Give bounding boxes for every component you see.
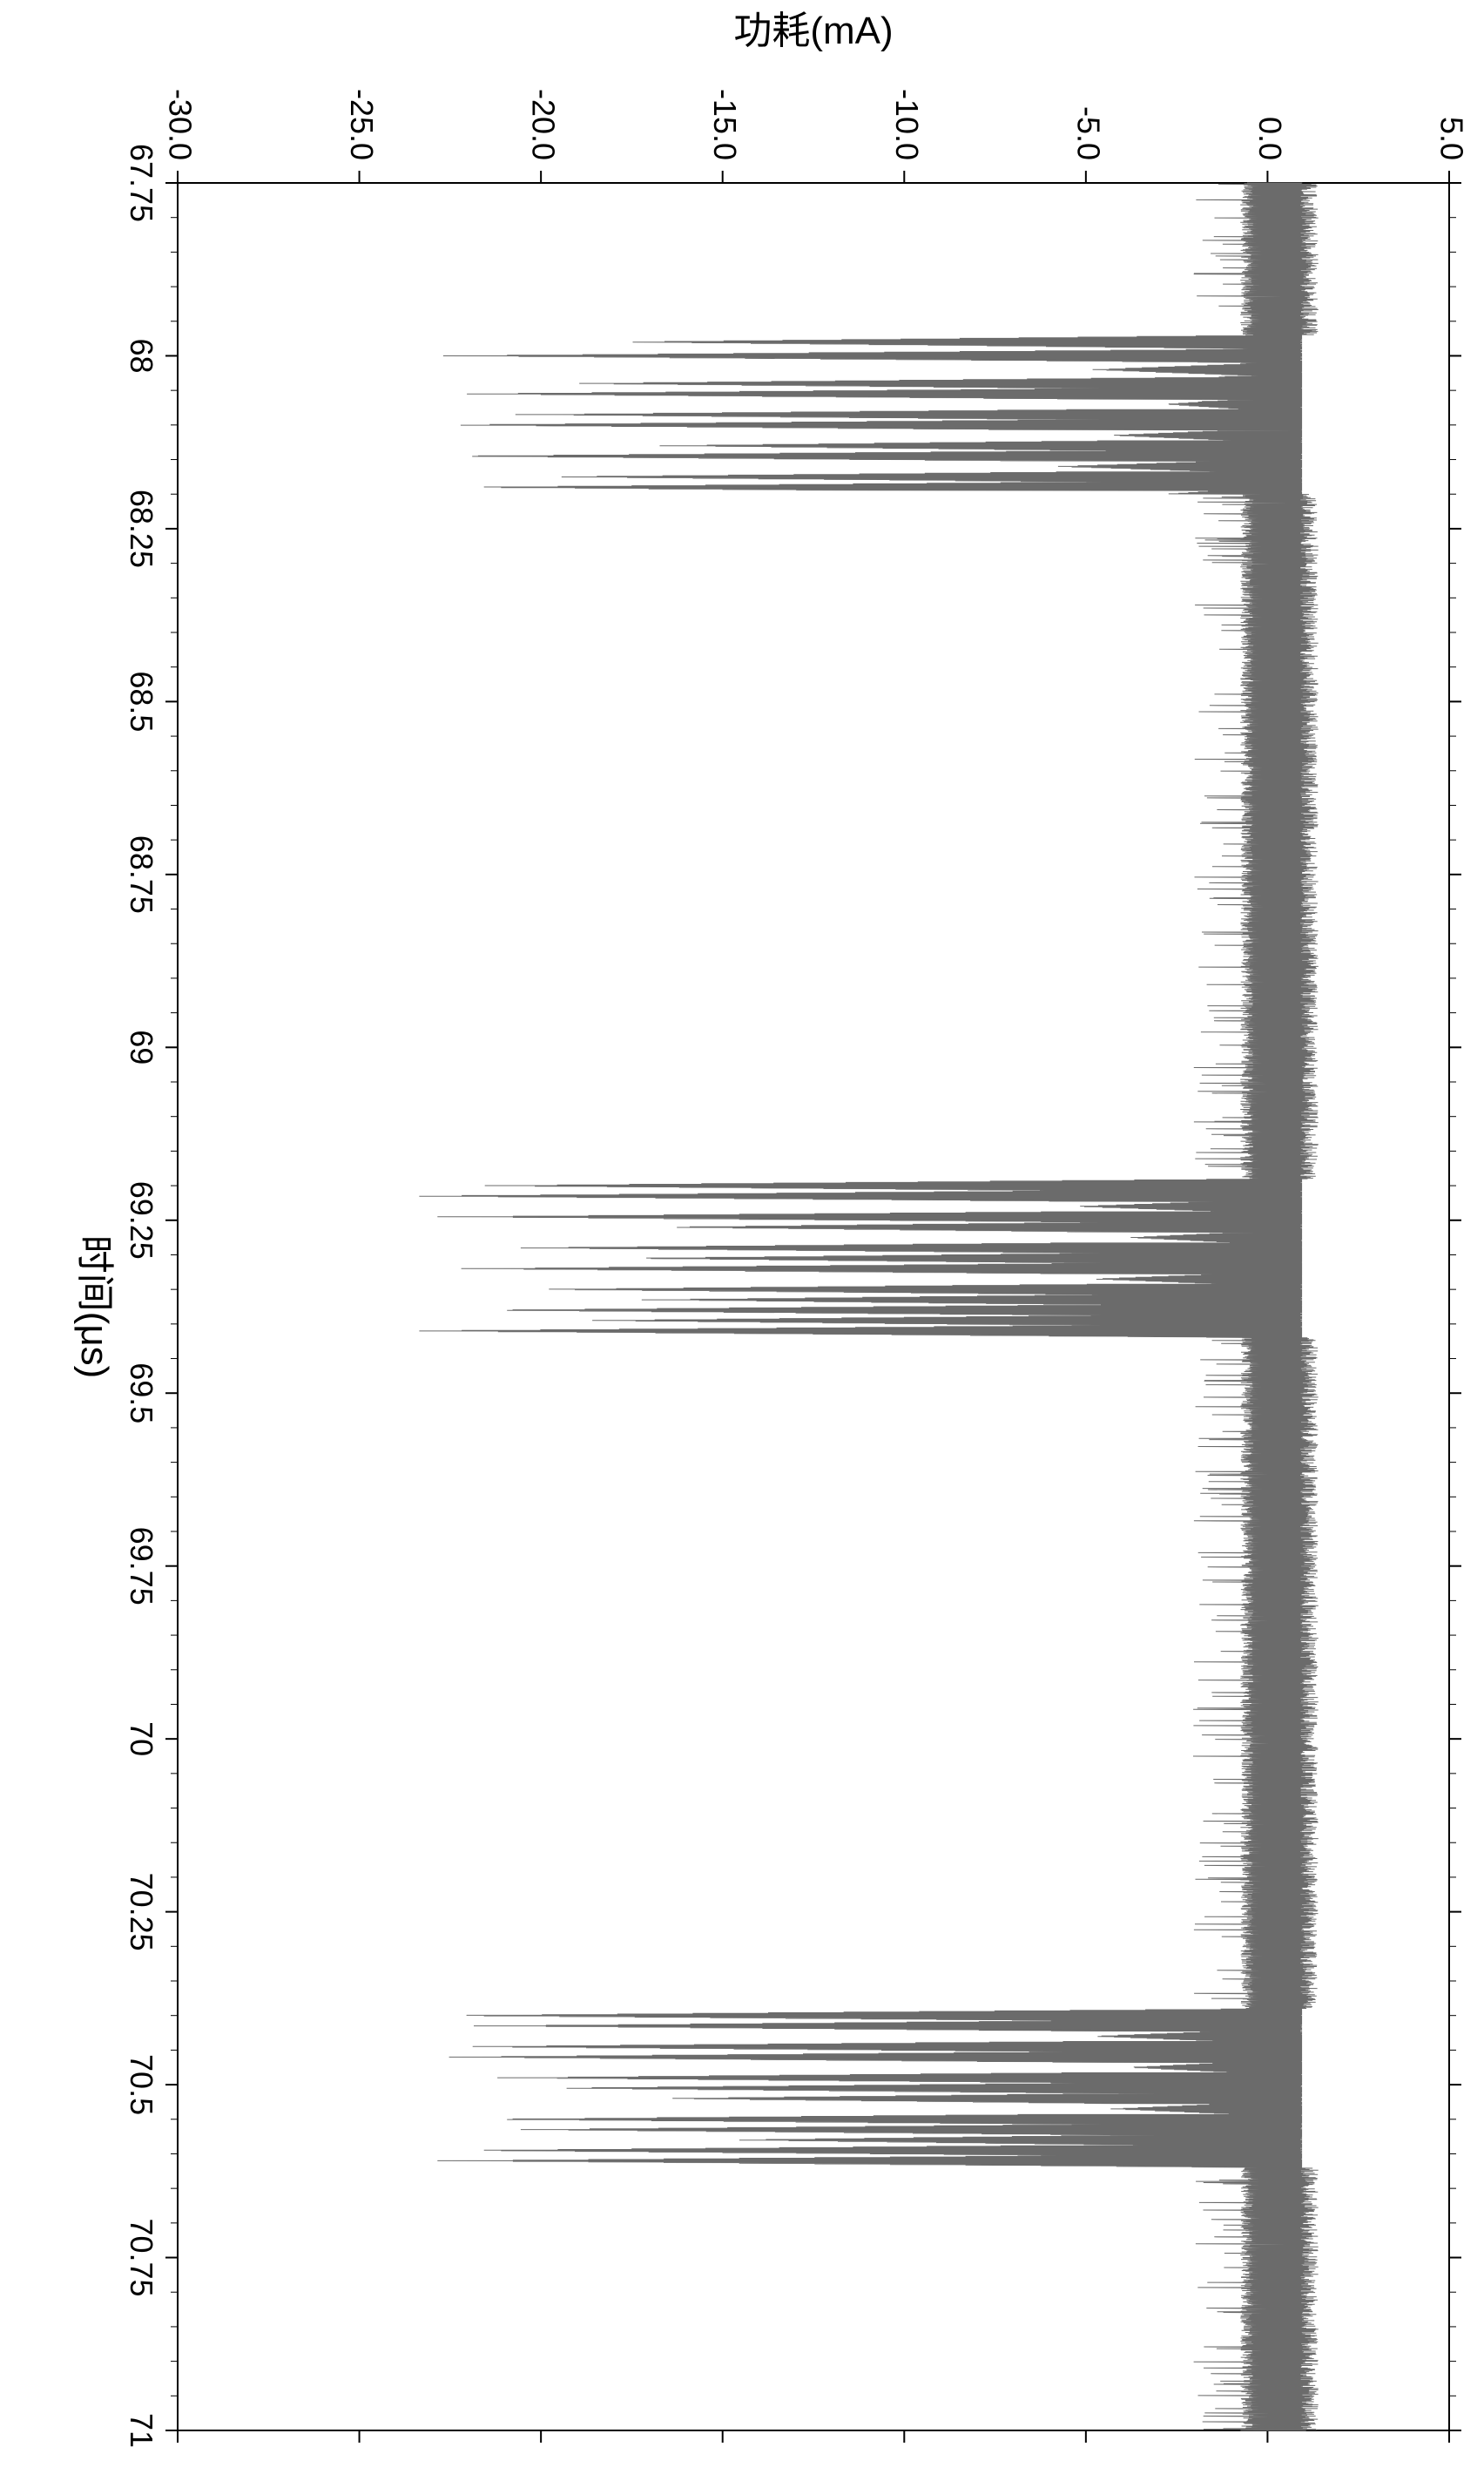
x-tick-label: 70.75	[124, 2218, 159, 2296]
y-tick-label: -25.0	[344, 89, 380, 160]
x-tick-label: 69.75	[124, 1527, 159, 1605]
y-axis-label: 功耗(mA)	[733, 10, 893, 52]
x-tick-label: 69.5	[124, 1362, 159, 1423]
x-tick-label: 68.25	[124, 490, 159, 568]
x-tick-label: 71	[124, 2413, 159, 2448]
y-tick-label: 5.0	[1433, 117, 1469, 160]
x-tick-label: 68.5	[124, 671, 159, 732]
x-tick-label: 68	[124, 338, 159, 373]
x-axis-label: 时间(μs)	[73, 1235, 116, 1379]
y-tick-label: -15.0	[707, 89, 743, 160]
y-tick-label: -5.0	[1070, 106, 1106, 160]
x-tick-label: 70	[124, 1721, 159, 1756]
x-tick-label: 67.75	[124, 144, 159, 222]
x-tick-label: 70.5	[124, 2054, 159, 2115]
y-tick-labels: 5.0 0.0 -5.0 -10.0 -15.0 -20.0 -25.0 -30.0	[162, 89, 1469, 160]
x-tick-label: 68.75	[124, 835, 159, 914]
y-tick-label: -10.0	[889, 89, 925, 160]
y-tick-label: 0.0	[1252, 117, 1288, 160]
x-tick-labels: 67.75 68 68.25 68.5 68.75 69 69.25 69.5 69.75 70 7…	[124, 144, 159, 2448]
x-tick-label: 70.25	[124, 1873, 159, 1951]
y-tick-label: -30.0	[162, 89, 198, 160]
x-tick-label: 69.25	[124, 1181, 159, 1260]
power-trace-chart: 5.0 0.0 -5.0 -10.0 -15.0 -20.0 -25.0 -30.0 67.7…	[0, 0, 1484, 2474]
y-tick-label: -20.0	[526, 89, 562, 160]
x-tick-label: 69	[124, 1030, 159, 1065]
